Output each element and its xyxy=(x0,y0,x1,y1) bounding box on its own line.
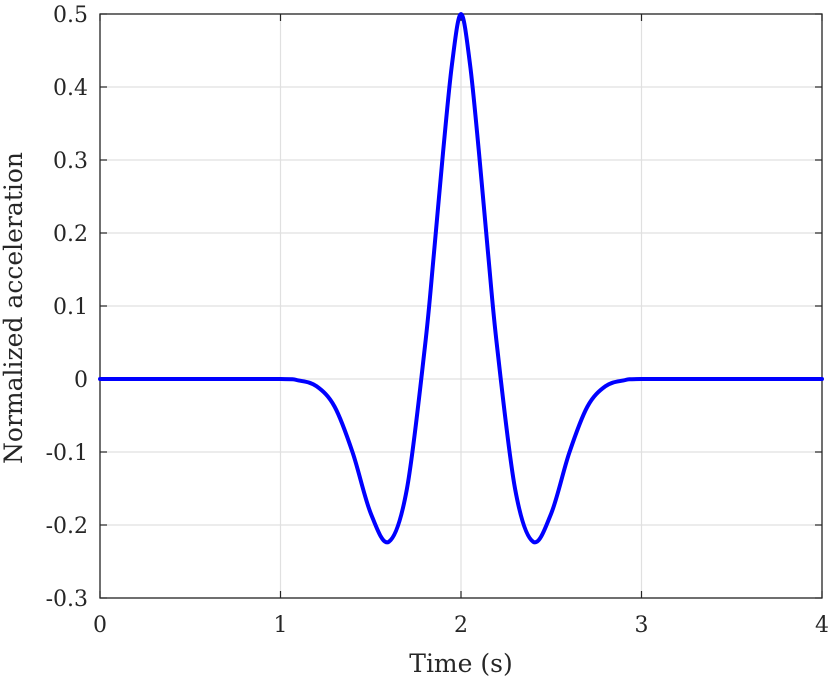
y-tick-label: 0 xyxy=(74,368,88,393)
y-tick-labels: -0.3 -0.2 -0.1 0 0.1 0.2 0.3 0.4 0.5 xyxy=(46,3,88,612)
y-tick-label: 0.4 xyxy=(53,76,88,101)
y-tick-label: 0.3 xyxy=(53,149,88,174)
y-axis-label: Normalized acceleration xyxy=(0,152,28,464)
y-tick-label: -0.2 xyxy=(46,514,88,539)
y-tick-label: 0.1 xyxy=(53,295,88,320)
x-tick-label: 0 xyxy=(93,613,107,638)
y-tick-label: -0.3 xyxy=(46,587,88,612)
x-tick-labels: 0 1 2 3 4 xyxy=(93,613,829,638)
x-tick-label: 4 xyxy=(815,613,829,638)
x-tick-label: 3 xyxy=(635,613,649,638)
x-tick-label: 2 xyxy=(454,613,468,638)
y-tick-label: 0.2 xyxy=(53,222,88,247)
y-tick-label: 0.5 xyxy=(53,3,88,28)
y-tick-label: -0.1 xyxy=(46,441,88,466)
grid xyxy=(99,13,823,599)
series-line xyxy=(98,12,824,545)
x-axis-label: Time (s) xyxy=(409,649,512,678)
x-tick-label: 1 xyxy=(274,613,288,638)
tick-marks xyxy=(99,13,823,599)
